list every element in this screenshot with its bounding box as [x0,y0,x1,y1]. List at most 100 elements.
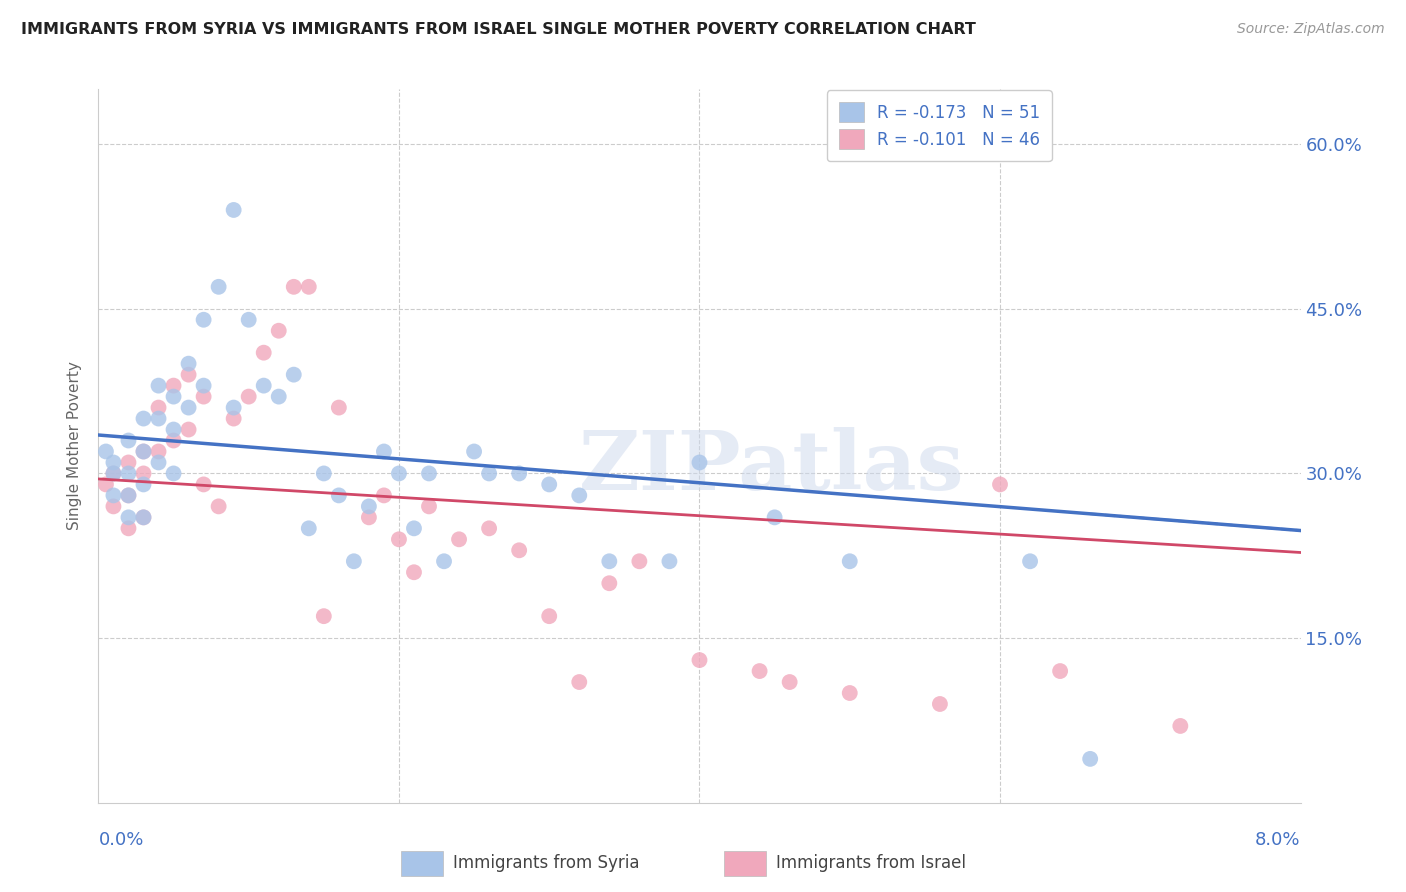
Point [568,675,591,690]
Text: 8.0%: 8.0% [1256,831,1301,849]
Point [508,467,530,481]
Point [193,477,215,491]
Point [328,488,350,502]
Point [94,444,117,458]
Point [447,533,470,547]
Point [988,477,1011,491]
Point [689,653,711,667]
Point [222,411,245,425]
Point [148,411,170,425]
Point [298,521,321,535]
Point [1168,719,1191,733]
Point [1019,554,1042,568]
Text: Immigrants from Syria: Immigrants from Syria [453,855,640,872]
Point [222,202,245,217]
Point [418,467,440,481]
Point [177,423,200,437]
Point [222,401,245,415]
Point [177,357,200,371]
Point [117,455,139,469]
Point [238,390,260,404]
Point [132,467,155,481]
Point [748,664,770,678]
Point [373,444,395,458]
Point [1078,752,1101,766]
Point [148,401,170,415]
Text: ZIPatlas: ZIPatlas [579,427,965,508]
Point [478,521,501,535]
Point [94,477,117,491]
Point [162,378,184,392]
Point [253,378,276,392]
Point [357,500,380,514]
Point [357,510,380,524]
Point [298,280,321,294]
Point [193,378,215,392]
Point [132,477,155,491]
Point [658,554,681,568]
Point [598,554,620,568]
Point [478,467,501,481]
Point [328,401,350,415]
Point [779,675,801,690]
Text: 0.0%: 0.0% [98,831,143,849]
Point [132,510,155,524]
Text: Immigrants from Israel: Immigrants from Israel [776,855,966,872]
Point [208,280,231,294]
Point [193,312,215,326]
Point [283,280,305,294]
Point [148,455,170,469]
Point [838,686,860,700]
Point [373,488,395,502]
Point [103,500,125,514]
Point [1049,664,1071,678]
Point [148,378,170,392]
Point [388,467,411,481]
Point [312,609,335,624]
Point [388,533,411,547]
Point [132,411,155,425]
Point [433,554,456,568]
Point [162,434,184,448]
Point [402,521,425,535]
Point [312,467,335,481]
Point [538,609,561,624]
Point [193,390,215,404]
Point [117,521,139,535]
Point [117,488,139,502]
Point [162,467,184,481]
Point [418,500,440,514]
Point [267,390,290,404]
Point [103,467,125,481]
Point [162,423,184,437]
Point [148,444,170,458]
Point [343,554,366,568]
Point [177,401,200,415]
Point [628,554,651,568]
Point [132,444,155,458]
Point [117,467,139,481]
Point [267,324,290,338]
Point [177,368,200,382]
Text: Source: ZipAtlas.com: Source: ZipAtlas.com [1237,22,1385,37]
Point [928,697,950,711]
Y-axis label: Single Mother Poverty: Single Mother Poverty [67,361,83,531]
Point [238,312,260,326]
Point [763,510,786,524]
Point [598,576,620,591]
Point [283,368,305,382]
Legend: R = -0.173   N = 51, R = -0.101   N = 46: R = -0.173 N = 51, R = -0.101 N = 46 [827,90,1052,161]
Point [838,554,860,568]
Point [103,488,125,502]
Point [463,444,485,458]
Point [103,467,125,481]
Point [117,510,139,524]
Point [689,455,711,469]
Point [162,390,184,404]
Point [132,510,155,524]
Point [117,434,139,448]
Point [208,500,231,514]
Point [538,477,561,491]
Text: IMMIGRANTS FROM SYRIA VS IMMIGRANTS FROM ISRAEL SINGLE MOTHER POVERTY CORRELATIO: IMMIGRANTS FROM SYRIA VS IMMIGRANTS FROM… [21,22,976,37]
Point [508,543,530,558]
